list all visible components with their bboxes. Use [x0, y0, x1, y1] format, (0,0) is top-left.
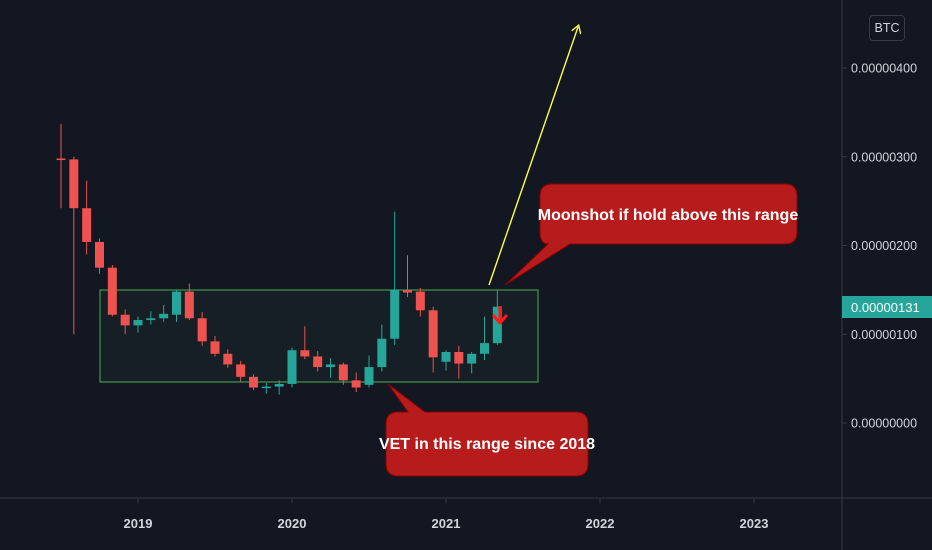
candle-body[interactable] — [82, 208, 92, 242]
x-tick-label: 2020 — [278, 516, 307, 531]
candle-body[interactable] — [197, 318, 207, 342]
candle-body[interactable] — [236, 364, 246, 377]
candle-body[interactable] — [287, 350, 297, 384]
y-tick-label: 0.00000400 — [851, 62, 917, 76]
range-box[interactable] — [99, 289, 539, 383]
candle-body[interactable] — [492, 306, 502, 344]
candle-body[interactable] — [480, 343, 489, 354]
current-price-tag: 0.00000131 — [842, 296, 932, 318]
candle-body[interactable] — [210, 341, 220, 354]
candle-body[interactable] — [338, 364, 348, 381]
candlestick-series — [56, 123, 502, 395]
callout-moonshot[interactable]: Moonshot if hold above this range — [504, 183, 799, 286]
candle-body[interactable] — [172, 291, 181, 315]
candle-body[interactable] — [184, 291, 194, 319]
current-price-label: 0.00000131 — [851, 300, 920, 315]
candle-body[interactable] — [377, 338, 387, 368]
x-axis[interactable]: 2019 2020 2021 2022 2023 — [124, 498, 769, 531]
candle-body[interactable] — [313, 356, 323, 368]
y-tick-label: 0.00000100 — [851, 328, 917, 342]
callout-moonshot-text: Moonshot if hold above this range — [538, 207, 799, 224]
candle-body[interactable] — [107, 267, 117, 315]
x-tick-label: 2021 — [432, 516, 461, 531]
candle-body[interactable] — [56, 158, 66, 161]
x-tick-label: 2019 — [124, 516, 153, 531]
candle-body[interactable] — [454, 352, 464, 364]
candle-body[interactable] — [133, 320, 143, 326]
candle-body[interactable] — [364, 367, 374, 385]
candle-body[interactable] — [467, 353, 477, 364]
candle-body[interactable] — [146, 318, 156, 321]
candle-body[interactable] — [274, 383, 284, 387]
candle-body[interactable] — [300, 350, 310, 357]
callout-range[interactable]: VET in this range since 2018 — [379, 383, 595, 477]
callout-range-text: VET in this range since 2018 — [379, 436, 595, 453]
candle-body[interactable] — [441, 352, 451, 362]
x-tick-label: 2023 — [740, 516, 769, 531]
candle-body[interactable] — [428, 310, 438, 358]
x-tick-label: 2022 — [586, 516, 615, 531]
candle-body[interactable] — [120, 314, 130, 326]
candle-body[interactable] — [95, 241, 104, 268]
candle-body[interactable] — [69, 159, 79, 209]
candle-body[interactable] — [261, 386, 271, 389]
candle-body[interactable] — [415, 291, 425, 311]
candle-body[interactable] — [249, 376, 258, 388]
candle-body[interactable] — [326, 364, 335, 368]
moonshot-arrow[interactable] — [488, 27, 578, 286]
y-tick-label: 0.00000000 — [851, 417, 917, 431]
y-tick-label: 0.00000300 — [851, 150, 917, 164]
candle-body[interactable] — [159, 313, 169, 319]
y-tick-label: 0.00000200 — [851, 239, 917, 253]
down-arrow-icon[interactable] — [491, 306, 509, 325]
candle-body[interactable] — [390, 289, 400, 339]
candle-body[interactable] — [403, 289, 412, 293]
y-axis[interactable]: 0.00000400 0.00000300 0.00000200 0.00000100… — [842, 62, 917, 431]
currency-button[interactable]: BTC — [869, 15, 905, 41]
candle-body[interactable] — [351, 380, 361, 388]
candle-body[interactable] — [223, 353, 233, 365]
